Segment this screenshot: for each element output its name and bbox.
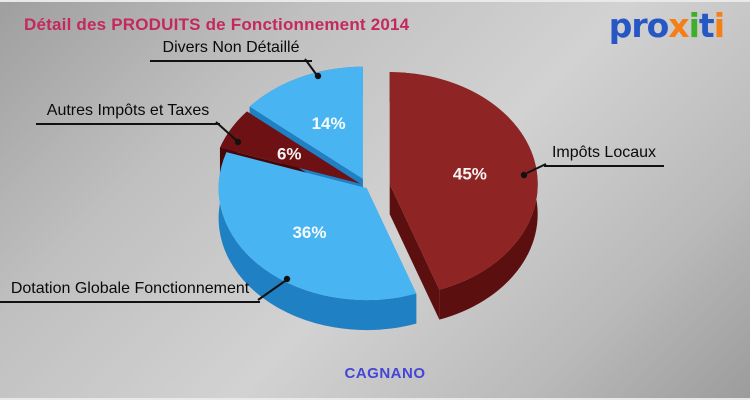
proxiti-logo[interactable]: proxiti [608, 6, 725, 45]
logo-letter: i [688, 6, 700, 45]
label-autres-impots-et-taxes: Autres Impôts et Taxes [36, 101, 220, 125]
logo-letter: i [713, 6, 725, 45]
label-impots-locaux: Impôts Locaux [544, 143, 664, 167]
label-divers-non-detaille: Divers Non Détaillé [150, 38, 312, 62]
logo-letter: o [646, 6, 670, 45]
svg-text:14%: 14% [312, 114, 346, 133]
logo-letter: t [698, 6, 715, 45]
svg-text:36%: 36% [292, 223, 326, 242]
svg-text:6%: 6% [277, 144, 302, 163]
svg-text:45%: 45% [453, 165, 487, 184]
commune-name: CAGNANO [344, 365, 426, 382]
label-dotation-globale-fonctionnement: Dotation Globale Fonctionnement [0, 279, 260, 303]
logo-letter: r [631, 6, 647, 45]
logo-letter: p [608, 6, 633, 45]
logo-letter: x [668, 6, 689, 45]
page-title: Détail des PRODUITS de Fonctionnement 20… [24, 15, 410, 34]
